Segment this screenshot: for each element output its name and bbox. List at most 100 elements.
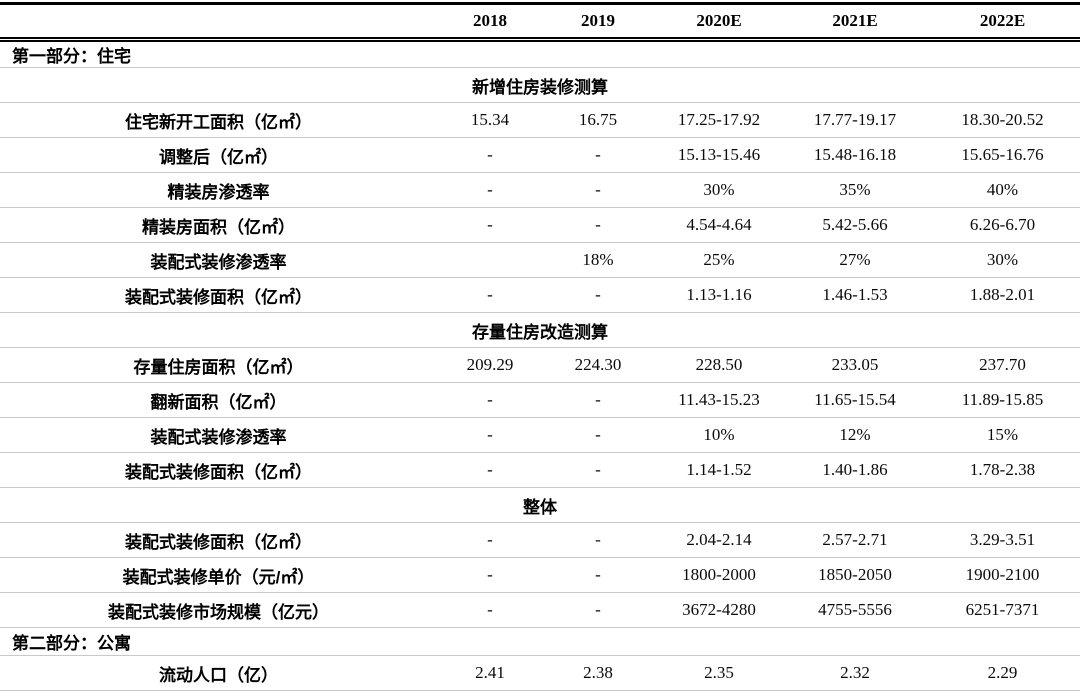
data-cell: -: [437, 522, 543, 558]
data-cell: 15.13-15.46: [653, 137, 785, 173]
section-header-row: 新增住房装修测算: [0, 67, 1080, 103]
section-header-label: 新增住房装修测算: [0, 67, 1080, 103]
row-label: 调整后（亿㎡）: [0, 137, 437, 173]
data-cell: 228.50: [653, 347, 785, 383]
data-cell: 2.57-2.71: [785, 522, 925, 558]
data-cell: 1.46-1.53: [785, 277, 925, 313]
row-label: 装配式装修单价（元/㎡）: [0, 557, 437, 593]
data-cell: -: [437, 137, 543, 173]
table-row: 装配式装修面积（亿㎡） - -1.13-1.16 1.46-1.53 1.88-2.01: [0, 277, 1080, 313]
row-label: 装配式装修渗透率: [0, 242, 437, 278]
data-cell: 237.70: [925, 347, 1080, 383]
data-cell: -: [437, 417, 543, 453]
row-label: 装配式装修面积（亿㎡）: [0, 452, 437, 488]
data-cell: 209.29: [437, 347, 543, 383]
data-cell: 2.41: [437, 655, 543, 691]
year-column-header-2020e: 2020E: [653, 3, 785, 42]
data-cell: 15.34: [437, 102, 543, 138]
data-cell: 40%: [925, 172, 1080, 208]
data-cell: -: [437, 207, 543, 243]
table-row: 装配式装修渗透率 - -10% 12% 15%: [0, 417, 1080, 453]
data-cell: 11.43-15.23: [653, 382, 785, 418]
data-cell: 12%: [785, 417, 925, 453]
table-row: 住宅新开工面积（亿㎡） 15.34 16.75 17.25-17.92 17.77-19…: [0, 102, 1080, 138]
table-row: 装配式装修市场规模（亿元） - -3672-4280 4755-5556 6251-73…: [0, 592, 1080, 628]
data-cell: -: [543, 417, 653, 453]
data-cell: 25%: [653, 242, 785, 278]
year-column-header-2022e: 2022E: [925, 3, 1080, 42]
table-body: 第一部分：住宅 新增住房装修测算 住宅新开工面积（亿㎡） 15.34 16.75 17.2…: [0, 39, 1080, 691]
row-label: 翻新面积（亿㎡）: [0, 382, 437, 418]
row-label: 装配式装修面积（亿㎡）: [0, 522, 437, 558]
data-cell: -: [437, 592, 543, 628]
data-cell: 10%: [653, 417, 785, 453]
row-label: 装配式装修渗透率: [0, 417, 437, 453]
table-row: 装配式装修单价（元/㎡） - -1800-2000 1850-2050 1900-210…: [0, 557, 1080, 593]
table-row: 装配式装修面积（亿㎡） - -1.14-1.52 1.40-1.86 1.78-2.38: [0, 452, 1080, 488]
data-cell: -: [543, 522, 653, 558]
table-row: 装配式装修面积（亿㎡） - -2.04-2.14 2.57-2.71 3.29-3.51: [0, 522, 1080, 558]
row-label: 装配式装修市场规模（亿元）: [0, 592, 437, 628]
data-cell: 1.13-1.16: [653, 277, 785, 313]
data-cell: -: [437, 172, 543, 208]
data-cell: 3672-4280: [653, 592, 785, 628]
year-column-header-2018: 2018: [437, 3, 543, 42]
section-header-row: 存量住房改造测算: [0, 312, 1080, 348]
data-cell: 17.25-17.92: [653, 102, 785, 138]
data-cell: 6.26-6.70: [925, 207, 1080, 243]
data-cell: 2.35: [653, 655, 785, 691]
data-cell: 3.29-3.51: [925, 522, 1080, 558]
year-column-header-2021e: 2021E: [785, 3, 925, 42]
year-column-header-2019: 2019: [543, 3, 653, 42]
data-cell: 17.77-19.17: [785, 102, 925, 138]
data-cell: -: [543, 277, 653, 313]
table-row: 翻新面积（亿㎡） - -11.43-15.23 11.65-15.54 11.89-15…: [0, 382, 1080, 418]
section-header-row: 整体: [0, 487, 1080, 523]
table-row: 调整后（亿㎡） - -15.13-15.46 15.48-16.18 15.65-16.…: [0, 137, 1080, 173]
data-cell: -: [543, 592, 653, 628]
part-header-row: 第一部分：住宅: [0, 39, 1080, 68]
data-cell: -: [437, 452, 543, 488]
data-cell: -: [543, 452, 653, 488]
data-cell: 30%: [653, 172, 785, 208]
data-cell: 27%: [785, 242, 925, 278]
data-cell: 15.65-16.76: [925, 137, 1080, 173]
data-cell: 1.88-2.01: [925, 277, 1080, 313]
data-cell: 2.38: [543, 655, 653, 691]
table-row: 精装房渗透率 - -30% 35% 40%: [0, 172, 1080, 208]
data-cell: 1.14-1.52: [653, 452, 785, 488]
data-cell: 5.42-5.66: [785, 207, 925, 243]
table-row: 装配式装修渗透率 18% 25% 27% 30%: [0, 242, 1080, 278]
data-cell: 15.48-16.18: [785, 137, 925, 173]
data-cell: -: [543, 137, 653, 173]
data-cell: -: [543, 382, 653, 418]
data-cell: 224.30: [543, 347, 653, 383]
data-cell: 4.54-4.64: [653, 207, 785, 243]
data-cell: 1800-2000: [653, 557, 785, 593]
part-header-row: 第二部分：公寓: [0, 627, 1080, 656]
table-header-row: 2018 2019 2020E 2021E 2022E: [0, 3, 1080, 42]
row-label: 精装房面积（亿㎡）: [0, 207, 437, 243]
table-row: 存量住房面积（亿㎡） 209.29 224.30 228.50 233.05 237.70: [0, 347, 1080, 383]
data-cell: -: [437, 277, 543, 313]
part-header-label: 第二部分：公寓: [0, 627, 1080, 656]
data-cell: 11.65-15.54: [785, 382, 925, 418]
data-cell: 2.32: [785, 655, 925, 691]
data-cell: 16.75: [543, 102, 653, 138]
data-cell: 11.89-15.85: [925, 382, 1080, 418]
data-cell: 1850-2050: [785, 557, 925, 593]
section-header-label: 存量住房改造测算: [0, 312, 1080, 348]
data-cell: 18.30-20.52: [925, 102, 1080, 138]
data-cell: 1.40-1.86: [785, 452, 925, 488]
data-cell: -: [543, 172, 653, 208]
data-cell: 2.29: [925, 655, 1080, 691]
data-cell: 35%: [785, 172, 925, 208]
data-cell: 18%: [543, 242, 653, 278]
data-cell: 233.05: [785, 347, 925, 383]
data-cell: 4755-5556: [785, 592, 925, 628]
row-label: 装配式装修面积（亿㎡）: [0, 277, 437, 313]
row-label: 精装房渗透率: [0, 172, 437, 208]
part-header-label: 第一部分：住宅: [0, 39, 1080, 68]
